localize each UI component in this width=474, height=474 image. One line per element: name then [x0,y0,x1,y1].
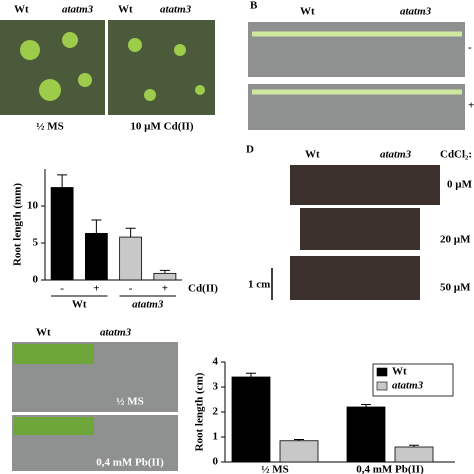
genotype-label: Wt [14,4,29,16]
genotype-label: Wt [118,4,133,16]
photo [290,165,440,205]
y-tick-label: 10 [27,200,39,212]
bar [231,376,271,463]
legend-swatch [376,367,388,377]
leaves [14,344,94,364]
bar [279,440,319,463]
x-axis-label: Cd(II) [188,283,218,295]
treatment-label: + [468,100,474,112]
group-label: atatm3 [132,299,164,311]
x-tick-label: + [93,283,99,295]
y-tick-label: 0 [33,274,39,286]
seedlings [20,32,205,101]
legend-swatch [376,381,388,391]
legend-label: atatm3 [392,380,424,392]
bar [394,446,434,463]
condition-label: ½ MS [36,121,64,133]
error-bar [57,174,68,188]
y-axis-label: Root length (cm) [194,372,206,451]
photo [290,256,420,300]
condition-label: 0,4 mM Pb(II) [96,457,164,469]
x-tick-label: ½ MS [261,464,289,474]
y-tick-label: 1 [213,431,219,443]
concentration-label: 20 µM [440,234,471,246]
bar [346,406,386,463]
genotype-label: atatm3 [380,149,412,161]
condition-label: 10 µM Cd(II) [130,121,194,133]
scale-bar-label: 1 cm [248,279,270,291]
y-tick-label: 4 [213,356,219,368]
y-tick-label: 3 [213,381,219,393]
bar [50,187,74,281]
error-bar [125,227,136,238]
bar [153,272,177,281]
treatment-label: - [468,42,472,54]
bar [119,236,143,281]
y-tick-label: 5 [33,237,39,249]
y-tick-label: 0 [213,456,219,468]
treatment-label: CdCl₂: [440,149,472,161]
concentration-label: 0 µM [447,179,473,191]
genotype-label: Wt [300,6,315,18]
error-bar [409,444,419,447]
error-bar [246,372,256,377]
genotype-label: Wt [36,327,51,339]
error-bar [159,269,170,274]
photo [108,20,215,115]
error-bar [294,439,304,441]
x-tick-label: - [129,283,133,295]
error-bar [361,404,371,407]
panel-label: D [246,144,254,156]
bar [84,232,108,281]
x-tick-label: + [162,283,168,295]
photo [0,20,105,115]
x-tick-label: - [60,283,64,295]
error-bar [91,219,102,234]
photo [300,208,420,250]
concentration-label: 50 µM [440,282,471,294]
genotype-label: atatm3 [62,4,94,16]
condition-label: ½ MS [116,396,144,408]
leaves [14,417,94,435]
legend-label: Wt [392,366,407,378]
panel-label: B [250,0,258,12]
genotype-label: Wt [305,149,320,161]
photo [248,22,465,77]
seedling-row [252,31,462,95]
genotype-label: atatm3 [100,327,132,339]
y-tick-label: 2 [213,406,219,418]
y-axis-label: Root length (mm) [12,183,24,266]
group-label: Wt [72,299,87,311]
genotype-label: atatm3 [400,6,432,18]
x-tick-label: 0,4 mM Pb(II) [356,464,424,474]
genotype-label: atatm3 [160,4,192,16]
